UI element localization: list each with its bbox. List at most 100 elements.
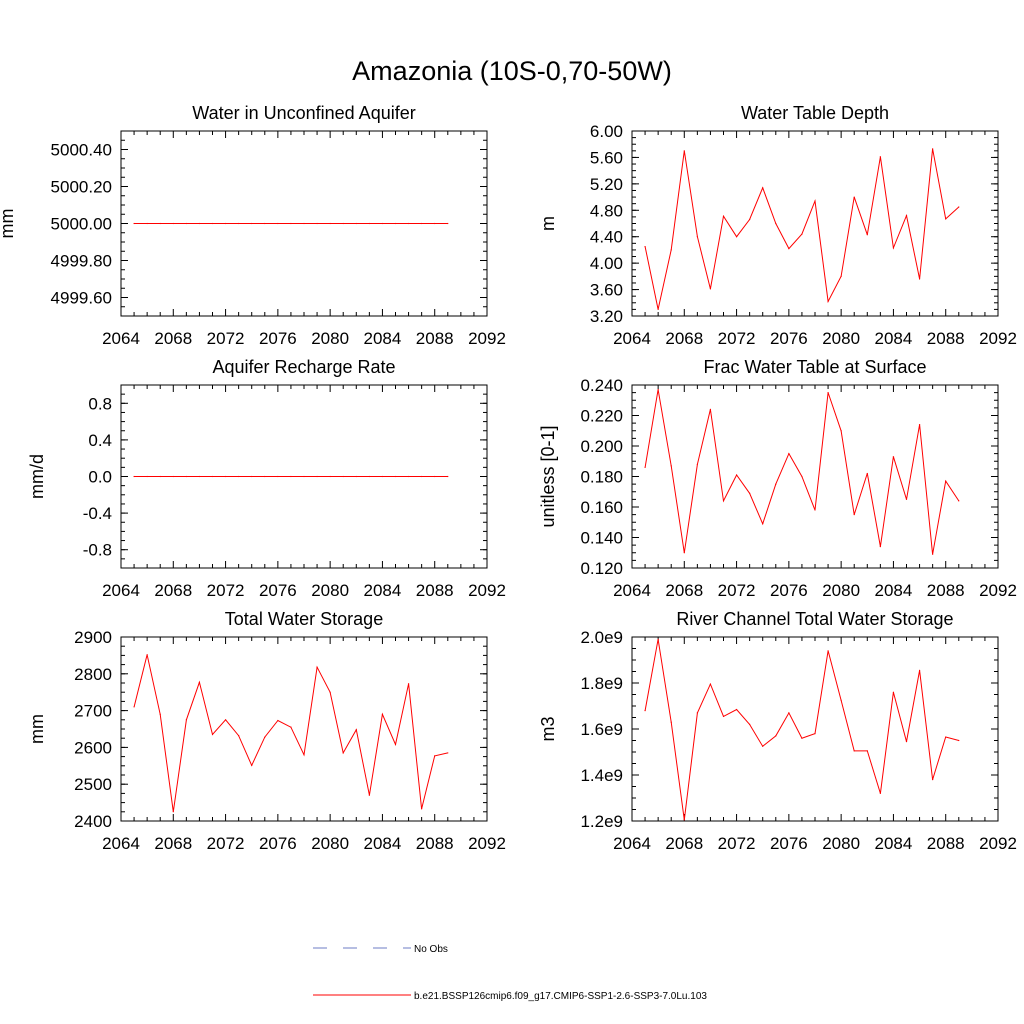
data-point <box>447 752 449 754</box>
x-tick-label: 2080 <box>311 581 349 600</box>
x-tick-label: 2068 <box>154 581 192 600</box>
y-tick-label: 2400 <box>74 812 112 831</box>
panel-title: Water in Unconfined Aquifer <box>192 103 415 123</box>
data-point <box>709 683 712 685</box>
data-point <box>945 480 947 482</box>
legend-label-model: b.e21.BSSP126cmip6.f09_g17.CMIP6-SSP1-2.… <box>414 991 707 1002</box>
y-tick-label: -0.4 <box>83 504 112 523</box>
y-tick-label: 0.4 <box>88 431 112 450</box>
data-point <box>905 741 908 743</box>
x-tick-label: 2072 <box>718 581 756 600</box>
data-point <box>788 453 790 455</box>
data-point <box>224 475 227 478</box>
y-axis-label: mm <box>0 209 17 239</box>
series-line <box>644 389 960 555</box>
data-point <box>762 187 764 189</box>
panel-6: River Channel Total Water Storage m3 2064 2… <box>538 609 1017 853</box>
x-tick-label: 2092 <box>979 329 1017 348</box>
data-point <box>303 754 305 756</box>
data-point <box>945 736 947 738</box>
x-tick-label: 2064 <box>102 329 140 348</box>
data-point <box>342 222 344 225</box>
y-tick-label: 1.4e9 <box>580 766 623 785</box>
data-point <box>264 736 266 738</box>
x-tick-label: 2088 <box>416 834 454 853</box>
data-point <box>394 475 397 478</box>
data-point <box>735 474 738 476</box>
y-axis-label: m3 <box>538 716 558 741</box>
y-axis-label: mm <box>27 714 47 744</box>
x-tick-label: 2076 <box>770 834 808 853</box>
y-tick-label: 2700 <box>74 702 112 721</box>
data-point <box>696 236 698 238</box>
y-tick-label: 5.60 <box>590 148 623 167</box>
data-point <box>918 424 921 426</box>
data-point <box>264 475 266 478</box>
y-tick-label: 0.220 <box>580 407 623 426</box>
data-point <box>683 150 685 152</box>
x-tick-label: 2076 <box>770 581 808 600</box>
data-point <box>238 475 240 478</box>
series-line <box>644 639 959 820</box>
x-tick-label: 2092 <box>979 581 1017 600</box>
data-point <box>277 222 279 225</box>
data-point <box>277 475 279 478</box>
y-tick-label: 5000.40 <box>51 141 112 160</box>
data-point <box>932 148 934 150</box>
x-tick-label: 2064 <box>613 834 651 853</box>
data-point <box>159 475 161 478</box>
y-tick-label: 0.160 <box>580 498 623 517</box>
data-point <box>133 475 135 478</box>
data-point <box>775 222 777 225</box>
data-point <box>146 475 148 478</box>
data-point <box>749 723 751 726</box>
y-tick-label: 2.0e9 <box>580 628 623 647</box>
y-axis-label: unitless [0-1] <box>538 425 558 527</box>
data-point <box>303 222 305 225</box>
data-point <box>905 498 908 500</box>
y-tick-label: 2900 <box>74 628 112 647</box>
data-point <box>749 492 751 494</box>
data-point <box>211 475 214 478</box>
data-point <box>316 222 318 225</box>
data-point <box>381 222 384 225</box>
data-point <box>211 733 214 736</box>
data-point <box>853 750 855 752</box>
data-point <box>932 779 934 781</box>
y-tick-label: 0.140 <box>580 529 623 548</box>
data-point <box>735 708 738 711</box>
data-point <box>172 811 174 813</box>
data-point <box>657 308 659 310</box>
data-point <box>866 472 868 475</box>
panel-3: Aquifer Recharge Rate mm/d 2064 2068 2072 207… <box>27 357 506 600</box>
x-tick-label: 2084 <box>364 834 402 853</box>
data-point <box>342 475 344 478</box>
x-tick-label: 2084 <box>875 581 913 600</box>
data-point <box>342 752 344 754</box>
data-point <box>879 156 881 158</box>
x-tick-label: 2072 <box>207 329 245 348</box>
data-point <box>198 222 201 225</box>
y-tick-label: 0.120 <box>580 559 623 578</box>
x-tick-label: 2068 <box>154 329 192 348</box>
data-point <box>892 691 895 693</box>
data-point <box>264 222 266 225</box>
legend: No Obs b.e21.BSSP126cmip6.f09_g17.CMIP6-S… <box>313 944 707 1002</box>
data-point <box>918 278 921 280</box>
x-tick-label: 2088 <box>416 581 454 600</box>
figure-title: Amazonia (10S-0,70-50W) <box>352 56 672 86</box>
x-tick-label: 2064 <box>613 581 651 600</box>
data-point <box>251 222 253 225</box>
x-tick-label: 2084 <box>364 581 402 600</box>
data-point <box>814 509 816 511</box>
data-point <box>434 755 436 757</box>
y-axis-label: mm/d <box>27 454 47 499</box>
data-point <box>355 475 357 478</box>
data-point <box>879 792 881 795</box>
x-tick-label: 2076 <box>770 329 808 348</box>
x-tick-label: 2084 <box>875 834 913 853</box>
data-point <box>421 222 423 225</box>
panel-5: Total Water Storage mm 2064 2068 2072 2076 208… <box>27 609 506 853</box>
data-point <box>407 475 410 478</box>
